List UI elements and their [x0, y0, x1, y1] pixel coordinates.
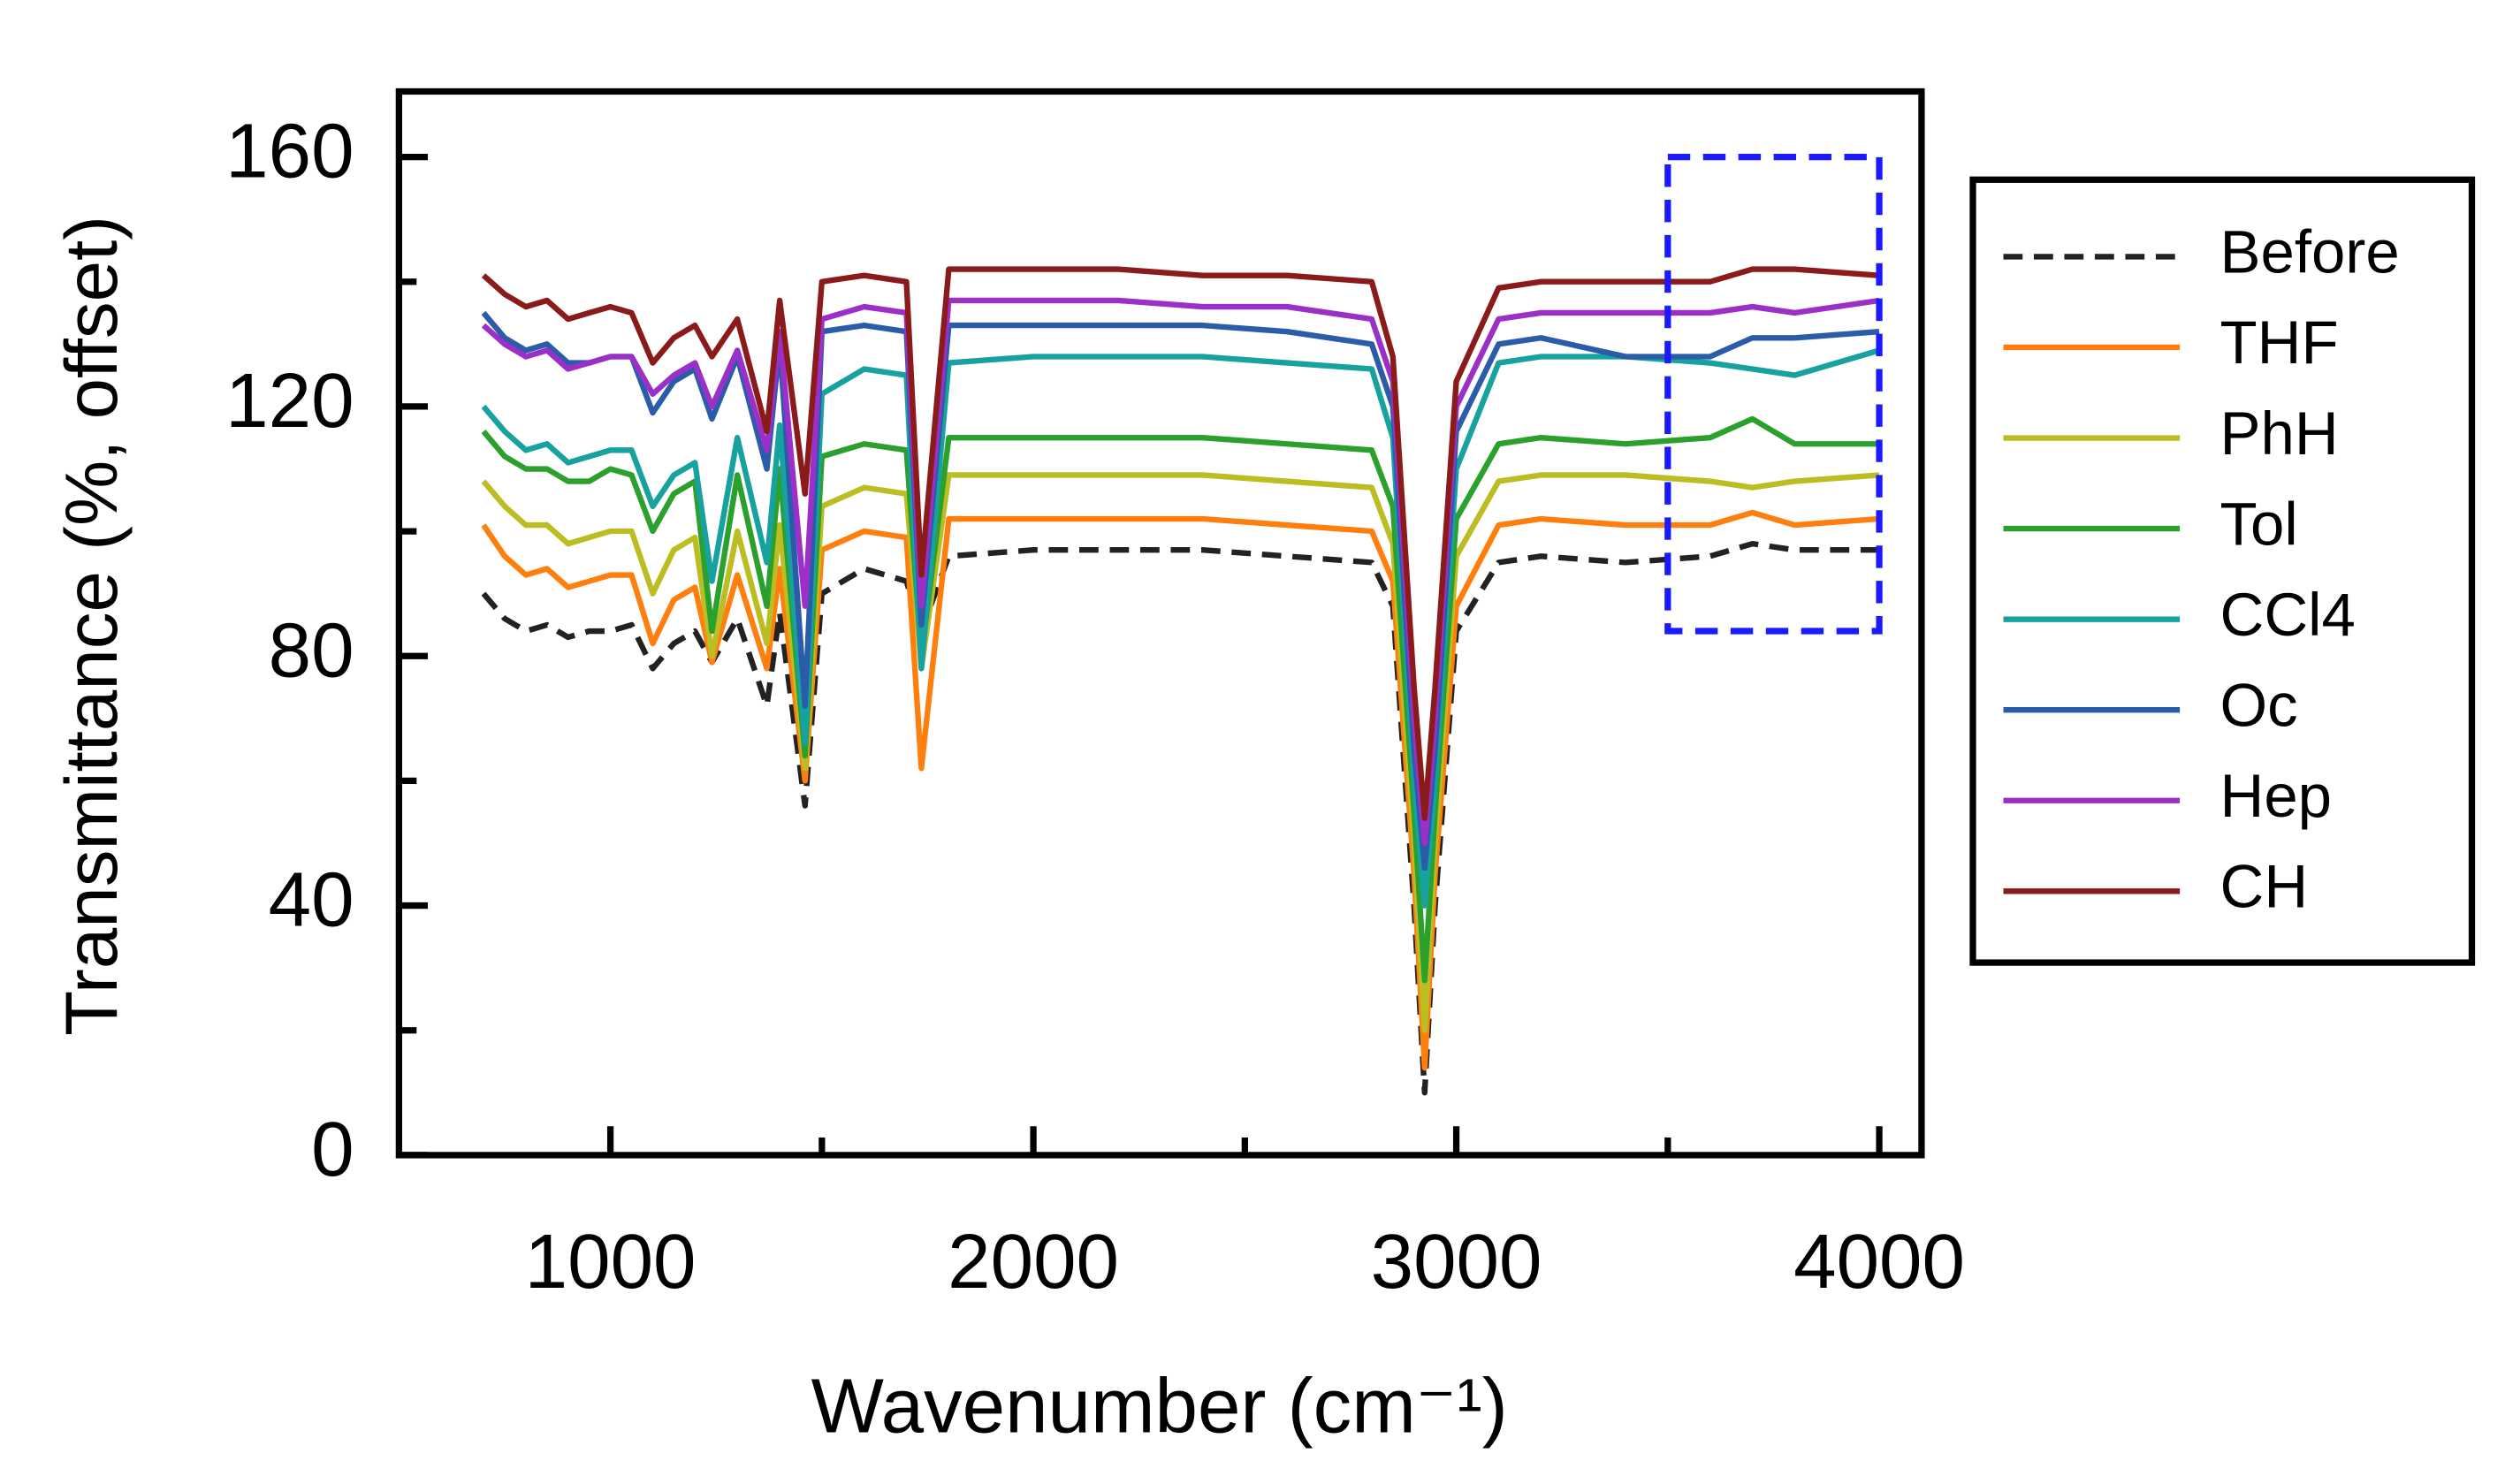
x-tick-label: 2000	[948, 1219, 1119, 1305]
legend-label: Before	[2220, 218, 2400, 286]
plot-frame	[395, 88, 1925, 1159]
legend-label: CH	[2220, 853, 2309, 921]
legend-label: CCl4	[2220, 581, 2356, 649]
series-line	[481, 509, 1880, 1071]
legend-label: Oc	[2220, 671, 2298, 739]
highlight-box	[1664, 153, 1883, 635]
legend-box	[1969, 176, 2476, 966]
y-tick-label: 0	[311, 1107, 354, 1192]
y-axis-title: Transmittance (%, offset)	[49, 216, 133, 1036]
legend-label: THF	[2220, 308, 2339, 377]
x-tick-label: 3000	[1371, 1219, 1542, 1305]
y-tick-label: 160	[225, 109, 354, 194]
y-tick-label: 40	[269, 857, 354, 943]
series-line	[481, 266, 1880, 821]
legend-label: Tol	[2220, 490, 2298, 558]
x-tick-label: 1000	[525, 1219, 697, 1305]
x-axis-title: Wavenumber (cm⁻¹)	[811, 1363, 1508, 1449]
legend-label: Hep	[2220, 762, 2333, 830]
x-tick-label: 4000	[1793, 1219, 1965, 1305]
y-tick-label: 80	[269, 607, 354, 693]
y-tick-label: 120	[225, 358, 354, 444]
legend-label: PhH	[2220, 400, 2339, 468]
